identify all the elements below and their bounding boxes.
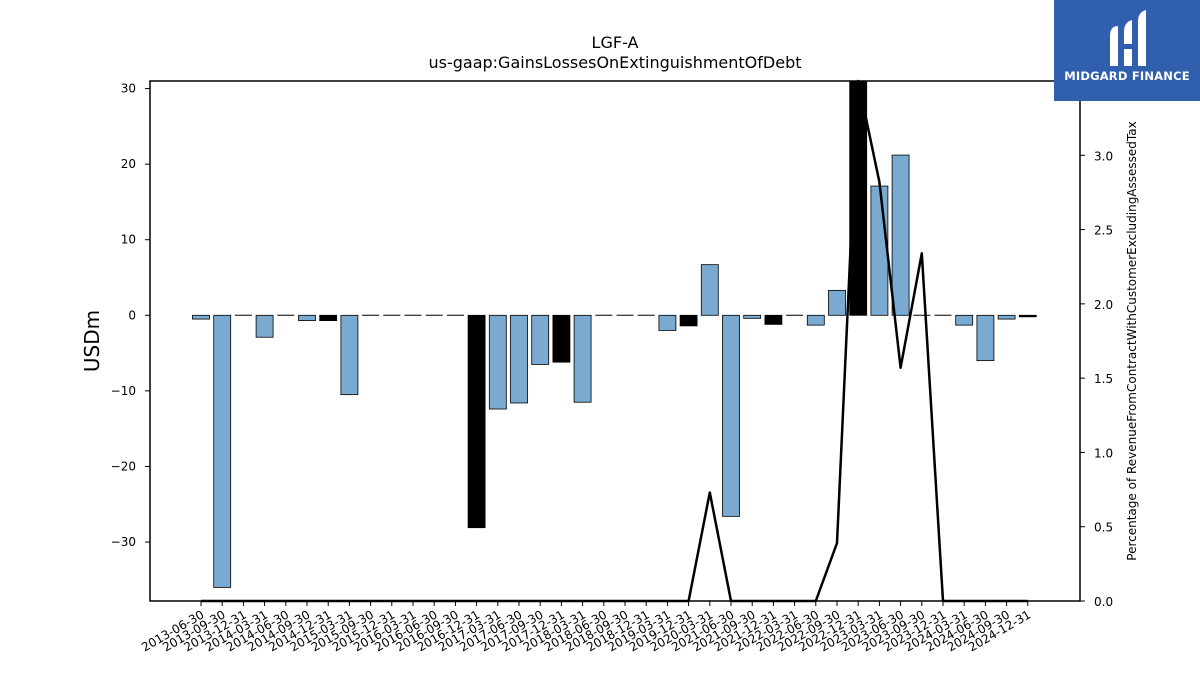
- chart-title: LGF-A: [592, 33, 639, 52]
- y-axis-right: 0.0 0.5 1.0 1.5 2.0 2.5 3.0: [1080, 149, 1113, 609]
- y-tick-label: 30: [121, 82, 136, 96]
- bar: [467, 314, 486, 529]
- y-axis-label: USDm: [80, 310, 104, 372]
- bar: [213, 314, 232, 588]
- bar: [552, 314, 571, 363]
- bar: [976, 314, 995, 362]
- bar: [488, 314, 507, 410]
- chart-subtitle: us-gaap:GainsLossesOnExtinguishmentOfDeb…: [428, 53, 801, 72]
- bar: [722, 314, 740, 517]
- y-tick-label: 0: [128, 308, 136, 322]
- y-tick-right-label: 3.0: [1094, 149, 1113, 163]
- y-tick-right-label: 1.0: [1094, 446, 1113, 460]
- x-axis: 2013-06-302013-09-302013-12-312014-03-31…: [139, 601, 1033, 654]
- y-axis-label-right: Percentage of RevenueFromContractWithCus…: [1125, 121, 1139, 560]
- bar: [319, 314, 338, 321]
- bar: [1018, 314, 1037, 318]
- y-axis-left: 30 20 10 0 −10 −20 −30: [111, 82, 150, 549]
- bar: [298, 314, 316, 321]
- y-tick-right-label: 2.5: [1094, 224, 1113, 238]
- bar: [255, 314, 274, 338]
- bar: [658, 314, 677, 331]
- y-tick-right-label: 2.0: [1094, 298, 1113, 312]
- bar: [679, 314, 698, 327]
- y-tick-right-label: 0.0: [1094, 595, 1113, 609]
- bar: [870, 185, 889, 316]
- y-tick-label: −10: [111, 384, 136, 398]
- y-tick-label: −30: [111, 535, 136, 549]
- bar: [828, 289, 846, 316]
- bar: [573, 314, 592, 403]
- plot-frame: [149, 80, 1081, 602]
- bar: [764, 314, 783, 325]
- brand-name: MIDGARD FINANCE: [1064, 69, 1190, 83]
- bars: [192, 80, 1037, 588]
- bar: [891, 154, 910, 316]
- y-tick-right-label: 0.5: [1094, 521, 1113, 535]
- bar: [997, 314, 1016, 320]
- y-tick-label: 10: [121, 233, 136, 247]
- bar: [192, 314, 210, 320]
- bar: [743, 314, 762, 319]
- bar: [955, 314, 974, 326]
- y-tick-right-label: 1.5: [1094, 372, 1113, 386]
- y-tick-label: 20: [121, 157, 136, 171]
- bar: [340, 314, 359, 396]
- bar: [510, 314, 528, 404]
- bar: [700, 264, 719, 316]
- midgard-logo-icon: [1110, 10, 1146, 66]
- y-tick-label: −20: [111, 459, 136, 473]
- brand-logo: MIDGARD FINANCE: [1054, 0, 1200, 101]
- bar: [531, 314, 550, 365]
- bar: [806, 314, 825, 326]
